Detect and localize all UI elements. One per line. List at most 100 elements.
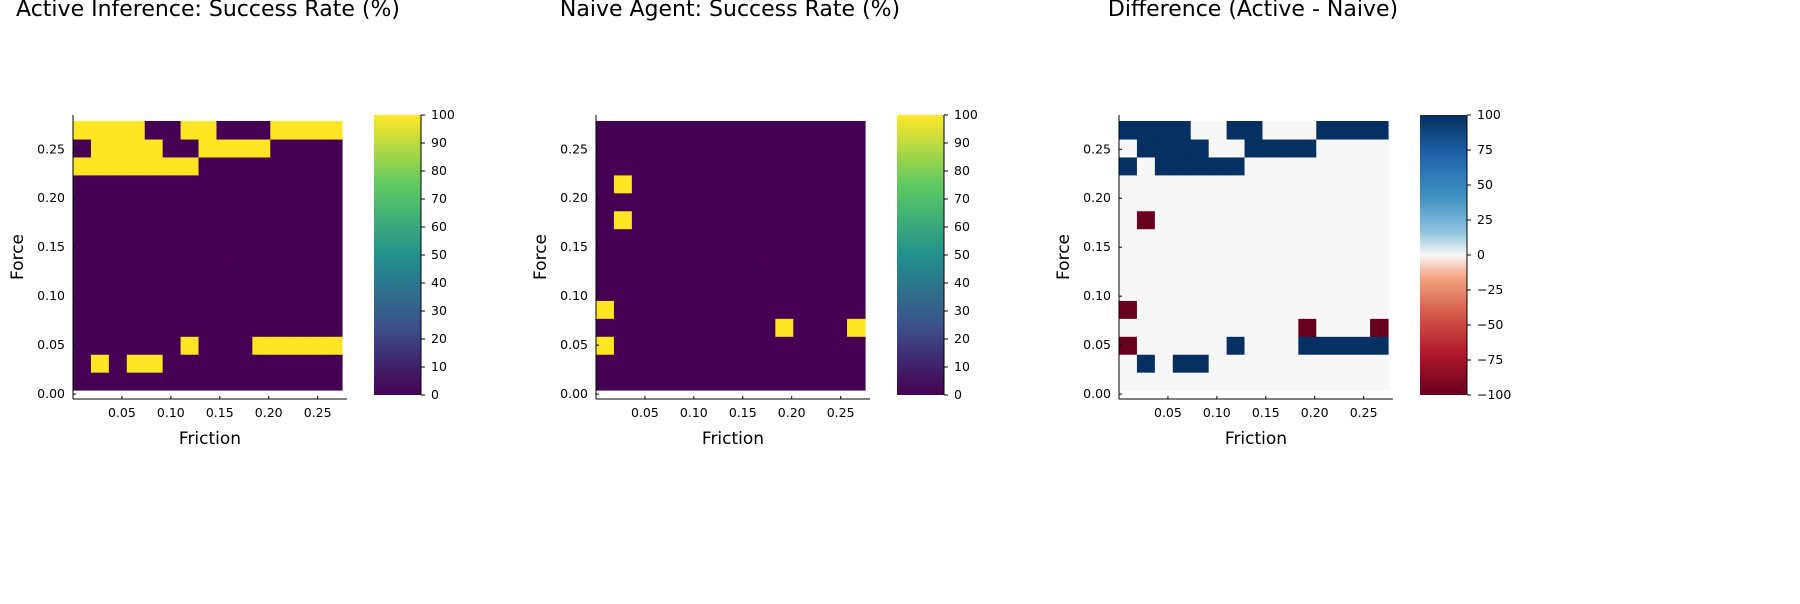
heatmap-cell — [829, 264, 848, 283]
heatmap-cell — [1190, 156, 1210, 176]
heatmap-cell — [252, 156, 271, 176]
heatmap-cell — [270, 318, 289, 337]
heatmap-cell — [811, 264, 830, 283]
heatmap-cell — [1280, 264, 1299, 283]
y-tick-label: 0.15 — [37, 239, 65, 254]
heatmap-cell — [1190, 372, 1210, 391]
heatmap-cell — [739, 192, 758, 212]
heatmap-cell — [252, 300, 271, 319]
heatmap-cell — [613, 138, 633, 158]
heatmap-cell — [252, 372, 271, 391]
heatmap-cell — [306, 300, 325, 319]
heatmap-cell — [180, 210, 200, 230]
heatmap-cell — [126, 354, 146, 373]
heatmap-cell — [1154, 210, 1174, 230]
heatmap-cell — [847, 354, 866, 373]
heatmap-cell — [252, 192, 271, 212]
x-tick-label: 0.10 — [157, 405, 185, 420]
heatmap-cell — [703, 246, 723, 266]
heatmap-cell — [144, 282, 164, 301]
heatmap-cell — [631, 336, 651, 355]
heatmap-cell — [1280, 282, 1299, 301]
heatmap-cell — [811, 210, 830, 230]
heatmap-cell — [288, 336, 307, 355]
heatmap-cell — [847, 156, 866, 176]
heatmap-cell — [631, 246, 651, 266]
heatmap-cell — [252, 318, 271, 337]
heatmap-cell — [847, 121, 866, 140]
heatmap-cell — [667, 174, 687, 194]
heatmap-cell — [234, 228, 253, 248]
heatmap-cell — [1316, 174, 1335, 194]
heatmap-cell — [108, 138, 128, 158]
heatmap-cell — [649, 210, 669, 230]
heatmap-cell — [1352, 210, 1371, 230]
heatmap-cell — [1190, 192, 1210, 212]
x-axis-label: Friction — [702, 429, 764, 449]
heatmap-cell — [739, 318, 758, 337]
heatmap-cell — [216, 192, 235, 212]
heatmap-cell — [270, 372, 289, 391]
heatmap-cell — [596, 192, 615, 212]
x-tick-label: 0.25 — [304, 405, 332, 420]
heatmap-cell — [144, 121, 164, 140]
y-tick-label: 0.05 — [560, 337, 588, 352]
heatmap-cell — [90, 174, 110, 194]
heatmap-cell — [596, 354, 615, 373]
heatmap-cell — [1280, 372, 1299, 391]
heatmap-cell — [144, 264, 164, 283]
colorbar-tick-label: 70 — [954, 191, 970, 206]
colorbar-tick-label: 90 — [954, 135, 970, 150]
heatmap-cell — [1334, 210, 1353, 230]
heatmap-cell — [1244, 336, 1264, 355]
heatmap-cell — [613, 228, 633, 248]
heatmap-cell — [793, 121, 812, 140]
x-tick-label: 0.15 — [206, 405, 234, 420]
heatmap-cell — [739, 300, 758, 319]
heatmap-cell — [234, 300, 253, 319]
heatmap-cell — [775, 354, 794, 373]
heatmap-cell — [234, 121, 253, 140]
heatmap-cell — [288, 282, 307, 301]
heatmap-cell — [649, 121, 669, 140]
heatmap-cell — [252, 264, 271, 283]
heatmap-cell — [1208, 282, 1228, 301]
heatmap-cell — [126, 246, 146, 266]
heatmap-cell — [1119, 318, 1138, 337]
heatmap-cell — [775, 192, 794, 212]
heatmap-cell — [1154, 282, 1174, 301]
heatmap-cell — [144, 138, 164, 158]
heatmap-cell — [1316, 192, 1335, 212]
heatmap-cell — [90, 156, 110, 176]
heatmap-cell — [757, 228, 776, 248]
heatmap-cell — [1172, 138, 1192, 158]
heatmap-cell — [73, 228, 92, 248]
heatmap-cell — [270, 192, 289, 212]
heatmap-cell — [1208, 336, 1228, 355]
heatmap-cell — [685, 138, 705, 158]
heatmap-cell — [1370, 174, 1389, 194]
heatmap-cell — [721, 121, 741, 140]
heatmap-cell — [198, 210, 218, 230]
heatmap-cell — [144, 354, 164, 373]
heatmap-cell — [90, 138, 110, 158]
heatmap-cell — [162, 138, 182, 158]
heatmap-cell — [775, 156, 794, 176]
heatmap-cell — [631, 156, 651, 176]
chart-title: Active Inference: Success Rate (%) — [16, 0, 400, 22]
heatmap-cell — [288, 264, 307, 283]
heatmap-cell — [73, 174, 92, 194]
heatmap-cell — [1298, 121, 1317, 140]
heatmap-cell — [216, 336, 235, 355]
heatmap-cell — [90, 354, 110, 373]
colorbar-tick-label: 50 — [954, 247, 970, 262]
heatmap-cell — [1334, 354, 1353, 373]
heatmap-cell — [757, 264, 776, 283]
x-tick-label: 0.05 — [1154, 405, 1182, 420]
colorbar-tick-label: 0 — [431, 387, 439, 402]
heatmap-cell — [126, 138, 146, 158]
heatmap-cell — [811, 300, 830, 319]
heatmap-cell — [721, 300, 741, 319]
colorbar-tick-label: 75 — [1477, 142, 1493, 157]
heatmap-cell — [1208, 318, 1228, 337]
